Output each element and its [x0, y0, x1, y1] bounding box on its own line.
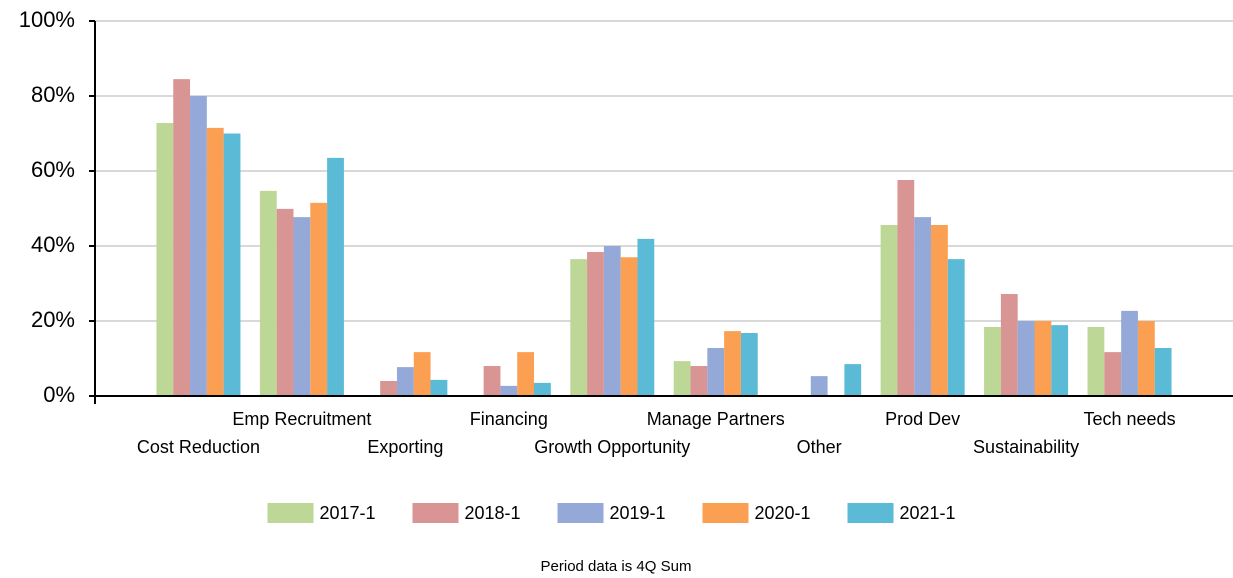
x-tick-label: Sustainability — [973, 437, 1079, 457]
bar — [156, 123, 174, 396]
bar — [1017, 321, 1035, 396]
bar — [587, 252, 604, 396]
bar — [534, 382, 551, 396]
bar — [259, 190, 277, 396]
bar — [947, 259, 965, 396]
bar — [707, 348, 725, 396]
bar — [914, 217, 932, 396]
bar — [310, 202, 328, 396]
legend-swatch — [412, 503, 459, 523]
y-tick-label: 60% — [31, 157, 75, 182]
bar — [327, 157, 344, 396]
bar — [517, 352, 535, 396]
bar — [810, 376, 828, 396]
bar — [637, 238, 655, 396]
y-tick-label: 40% — [31, 232, 75, 257]
bar — [897, 180, 915, 396]
bar — [1087, 327, 1105, 396]
bar — [740, 333, 758, 396]
x-tick-label: Cost Reduction — [137, 437, 260, 457]
bar — [190, 96, 207, 396]
legend-swatch — [702, 503, 749, 523]
bar — [844, 364, 862, 396]
x-tick-label: Growth Opportunity — [534, 437, 690, 457]
bar — [276, 208, 294, 396]
x-tick-label: Tech needs — [1084, 409, 1176, 429]
bar — [724, 331, 741, 396]
bar — [690, 366, 708, 396]
bar — [984, 327, 1001, 396]
bar — [223, 133, 241, 396]
bar — [570, 259, 588, 396]
bar — [293, 217, 311, 396]
legend-label: 2019-1 — [610, 503, 666, 523]
legend-label: 2021-1 — [900, 503, 956, 523]
x-tick-label: Other — [797, 437, 842, 457]
bar — [673, 361, 691, 396]
y-tick-label: 20% — [31, 307, 75, 332]
bar — [1000, 294, 1018, 396]
bar — [1137, 321, 1155, 396]
legend-label: 2020-1 — [755, 503, 811, 523]
bar — [380, 381, 397, 396]
bar — [620, 257, 638, 396]
bar — [880, 225, 898, 396]
bar — [206, 127, 224, 396]
x-tick-label: Emp Recruitment — [232, 409, 371, 429]
y-tick-label: 0% — [43, 382, 75, 407]
bar — [430, 379, 448, 396]
y-tick-label: 100% — [19, 7, 75, 32]
legend-swatch — [267, 503, 314, 523]
x-tick-label: Exporting — [367, 437, 443, 457]
bar — [1104, 352, 1122, 396]
bar — [413, 352, 431, 396]
bar — [1034, 321, 1052, 396]
bar — [931, 225, 948, 396]
bar — [396, 367, 414, 396]
legend-swatch — [847, 503, 894, 523]
legend-swatch — [557, 503, 604, 523]
bar — [483, 366, 501, 396]
x-tick-label: Financing — [470, 409, 548, 429]
chart-subtitle: Period data is 4Q Sum — [541, 558, 692, 575]
x-tick-label: Manage Partners — [647, 409, 785, 429]
bar — [500, 385, 518, 396]
legend-label: 2017-1 — [320, 503, 376, 523]
legend-label: 2018-1 — [465, 503, 521, 523]
bar — [1154, 348, 1172, 396]
bar — [1051, 325, 1069, 396]
y-tick-label: 80% — [31, 82, 75, 107]
x-tick-label: Prod Dev — [885, 409, 960, 429]
bar — [173, 79, 191, 396]
bar — [603, 246, 621, 396]
bar — [1121, 310, 1138, 396]
